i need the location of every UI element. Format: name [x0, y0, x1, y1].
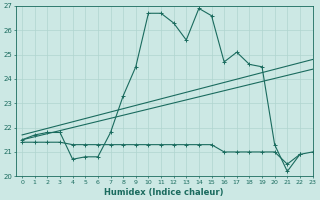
X-axis label: Humidex (Indice chaleur): Humidex (Indice chaleur) [104, 188, 224, 197]
